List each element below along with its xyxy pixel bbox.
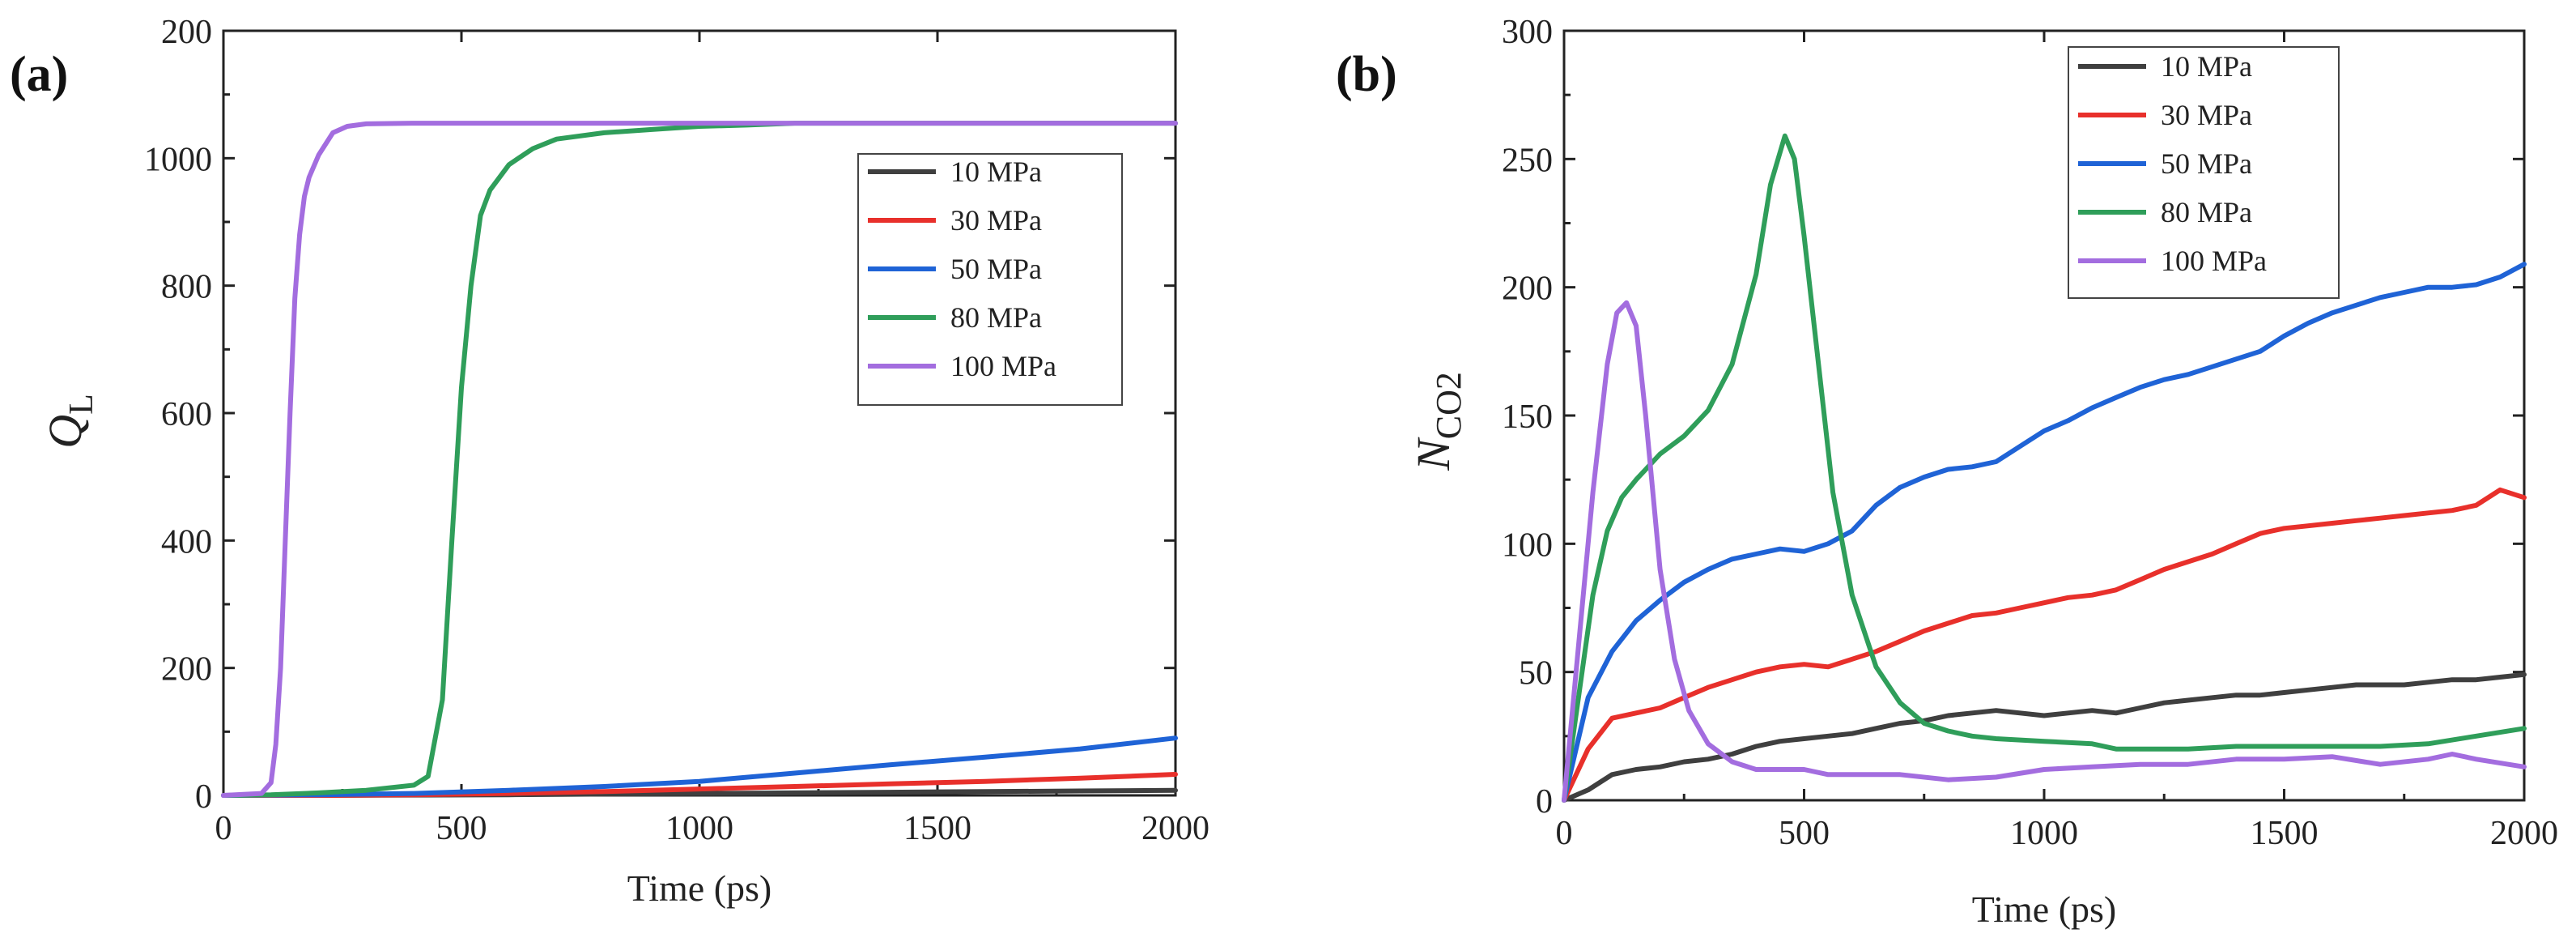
panel-b-x-axis-label: Time (ps) [1972,889,2117,930]
y-tick-label: 400 [161,523,212,561]
legend-label: 80 MPa [950,301,1042,334]
y-tick-label: 300 [1502,14,1553,51]
y-tick-label: 1000 [144,141,212,178]
x-tick-label: 1500 [903,810,971,847]
series-line-100-mpa [1562,300,2527,803]
panel-b-series [1562,133,2527,803]
panel-b-x-ticks: 0 500 1000 1500 2000 [1556,31,2558,852]
series-line-30-mpa [1562,487,2527,803]
x-tick-label: 2000 [1141,810,1209,847]
panel-b: (b) 0 500 1000 1500 2000 050100150200250300 … [1336,14,2558,930]
x-tick-label: 1000 [2010,815,2078,852]
x-tick-label: 0 [1556,815,1573,852]
panel-b-y-axis-label: NCO2 [1407,372,1469,471]
panel-b-legend-entries: 10 MPa 30 MPa 50 MPa 80 MPa 100 MPa [2078,50,2267,277]
x-tick-label: 1500 [2251,815,2319,852]
panel-a-series [221,121,1178,798]
y-tick-label: 250 [1502,142,1553,179]
panel-a-y-axis-label-sub: L [63,394,100,415]
panel-a-legend: 10 MPa 30 MPa 50 MPa 80 MPa 100 MPa [857,153,1123,406]
panel-a-y-axis-label-main: Q [39,415,91,449]
y-tick-label: 0 [1536,783,1553,821]
series-line-50-mpa [1562,262,2527,803]
legend-label: 80 MPa [2161,196,2252,228]
panel-a: (a) 0 500 1000 1500 2000 0 200 400 600 800 1000 20… [10,14,1209,909]
y-tick-label: 600 [161,396,212,433]
y-tick-label: 200 [1502,271,1553,308]
y-tick-label: 0 [195,778,212,816]
panel-a-label: (a) [10,47,68,102]
y-tick-label: 50 [1519,655,1553,693]
series-line-50-mpa [221,735,1178,798]
series-line-100-mpa [221,121,1178,798]
x-tick-label: 0 [215,810,232,847]
legend-label: 100 MPa [950,350,1056,382]
legend-label: 30 MPa [2161,99,2252,131]
series-line-10-mpa [1562,671,2527,803]
panel-a-x-ticks: 0 500 1000 1500 2000 [215,31,1209,847]
series-line-80-mpa [1562,133,2527,803]
panel-b-y-ticks: 0 50 100 150 200 250 300 [1502,14,2524,821]
y-tick-label: 800 [161,269,212,306]
y-tick-label: 200 [161,14,212,51]
legend-label: 30 MPa [950,204,1042,237]
panel-b-y-axis-label-main: N [1407,437,1460,471]
panel-a-x-axis-label: Time (ps) [627,867,772,909]
legend-label: 10 MPa [950,156,1042,188]
panel-a-y-axis-label: QL [39,394,100,449]
legend-label: 10 MPa [2161,50,2252,83]
x-tick-label: 1000 [665,810,733,847]
x-tick-label: 500 [1779,815,1830,852]
panel-b-legend-box [2068,46,2340,299]
x-tick-label: 2000 [2490,815,2558,852]
panel-a-y-ticks: 0 200 400 600 800 1000 200 [144,14,1175,816]
y-tick-label: 100 [1502,526,1553,564]
legend-label: 50 MPa [2161,147,2252,180]
panel-b-legend: 10 MPa 30 MPa 50 MPa 80 MPa 100 MPa [2068,46,2340,299]
panel-a-legend-box [857,153,1123,406]
panel-b-y-axis-label-sub: CO2 [1429,372,1469,439]
legend-label: 50 MPa [950,253,1042,285]
x-tick-label: 500 [436,810,487,847]
y-tick-label: 150 [1502,399,1553,436]
legend-label: 100 MPa [2161,245,2267,277]
y-tick-label: 200 [161,651,212,688]
panel-b-label: (b) [1336,47,1397,102]
panel-a-plot-frame [222,29,1177,797]
panel-a-legend-entries: 10 MPa 30 MPa 50 MPa 80 MPa 100 MPa [868,156,1056,382]
series-line-80-mpa [221,121,1178,798]
